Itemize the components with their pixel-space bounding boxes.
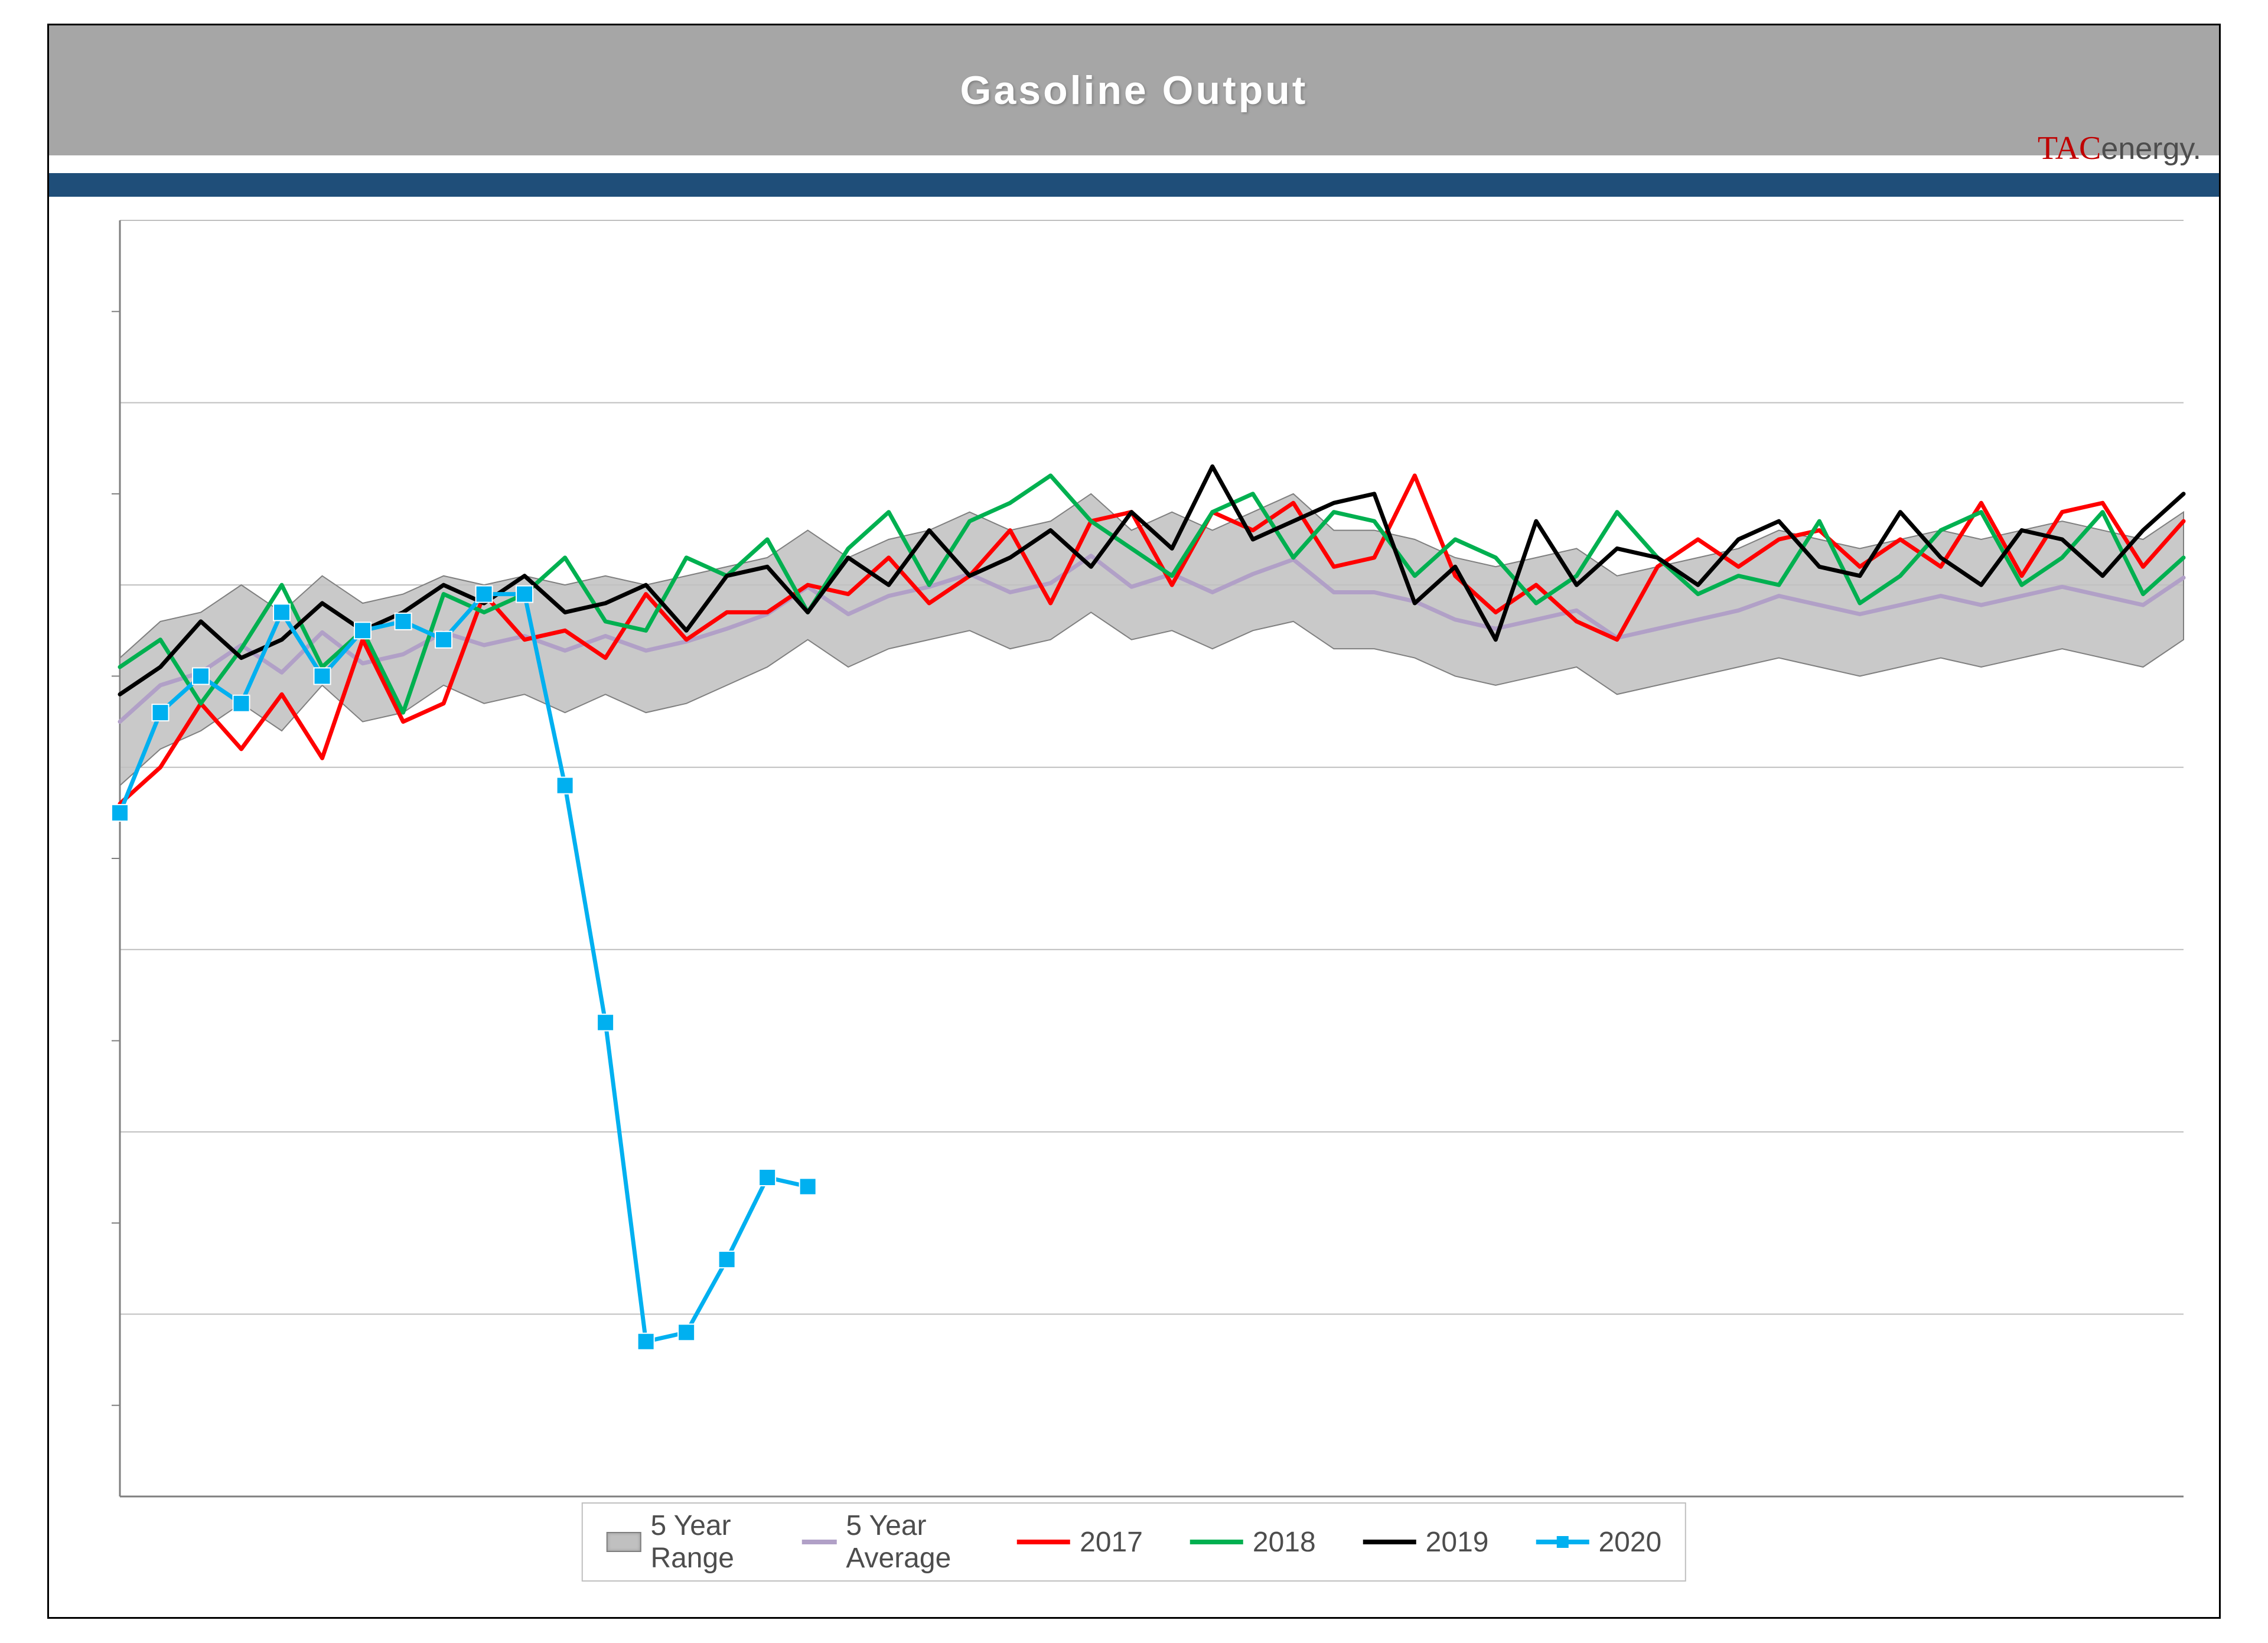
brand-logo: TACenergy. xyxy=(2038,129,2201,167)
legend-item: 2020 xyxy=(1536,1526,1661,1559)
legend-label: 2017 xyxy=(1080,1526,1143,1559)
legend-swatch xyxy=(1363,1540,1416,1544)
legend-item: 5 Year Average xyxy=(802,1509,970,1574)
legend-label: 2020 xyxy=(1598,1526,1661,1559)
legend-swatch xyxy=(1190,1540,1243,1544)
legend-label: 5 Year Average xyxy=(846,1509,970,1574)
legend-item: 5 Year Range xyxy=(607,1509,755,1574)
accent-bar xyxy=(49,173,2219,197)
chart-frame: Gasoline Output TACenergy. 5 Year Range5… xyxy=(47,24,2221,1619)
legend-item: 2019 xyxy=(1363,1526,1489,1559)
legend-swatch xyxy=(1536,1540,1589,1544)
brand-suffix: energy. xyxy=(2101,132,2201,166)
title-bar: Gasoline Output TACenergy. xyxy=(49,25,2219,155)
chart-title: Gasoline Output xyxy=(960,67,1308,113)
legend-label: 5 Year Range xyxy=(650,1509,755,1574)
legend-swatch xyxy=(607,1532,641,1552)
legend-label: 2019 xyxy=(1426,1526,1489,1559)
legend-item: 2017 xyxy=(1017,1526,1143,1559)
legend-swatch xyxy=(802,1540,836,1544)
legend: 5 Year Range 5 Year Average 2017 2018 2019 20… xyxy=(582,1502,1686,1582)
brand-prefix: TAC xyxy=(2038,130,2101,167)
chart-plot xyxy=(49,203,2219,1615)
legend-label: 2018 xyxy=(1253,1526,1316,1559)
legend-item: 2018 xyxy=(1190,1526,1316,1559)
legend-swatch xyxy=(1017,1540,1070,1544)
page: Gasoline Output TACenergy. 5 Year Range5… xyxy=(0,0,2268,1643)
